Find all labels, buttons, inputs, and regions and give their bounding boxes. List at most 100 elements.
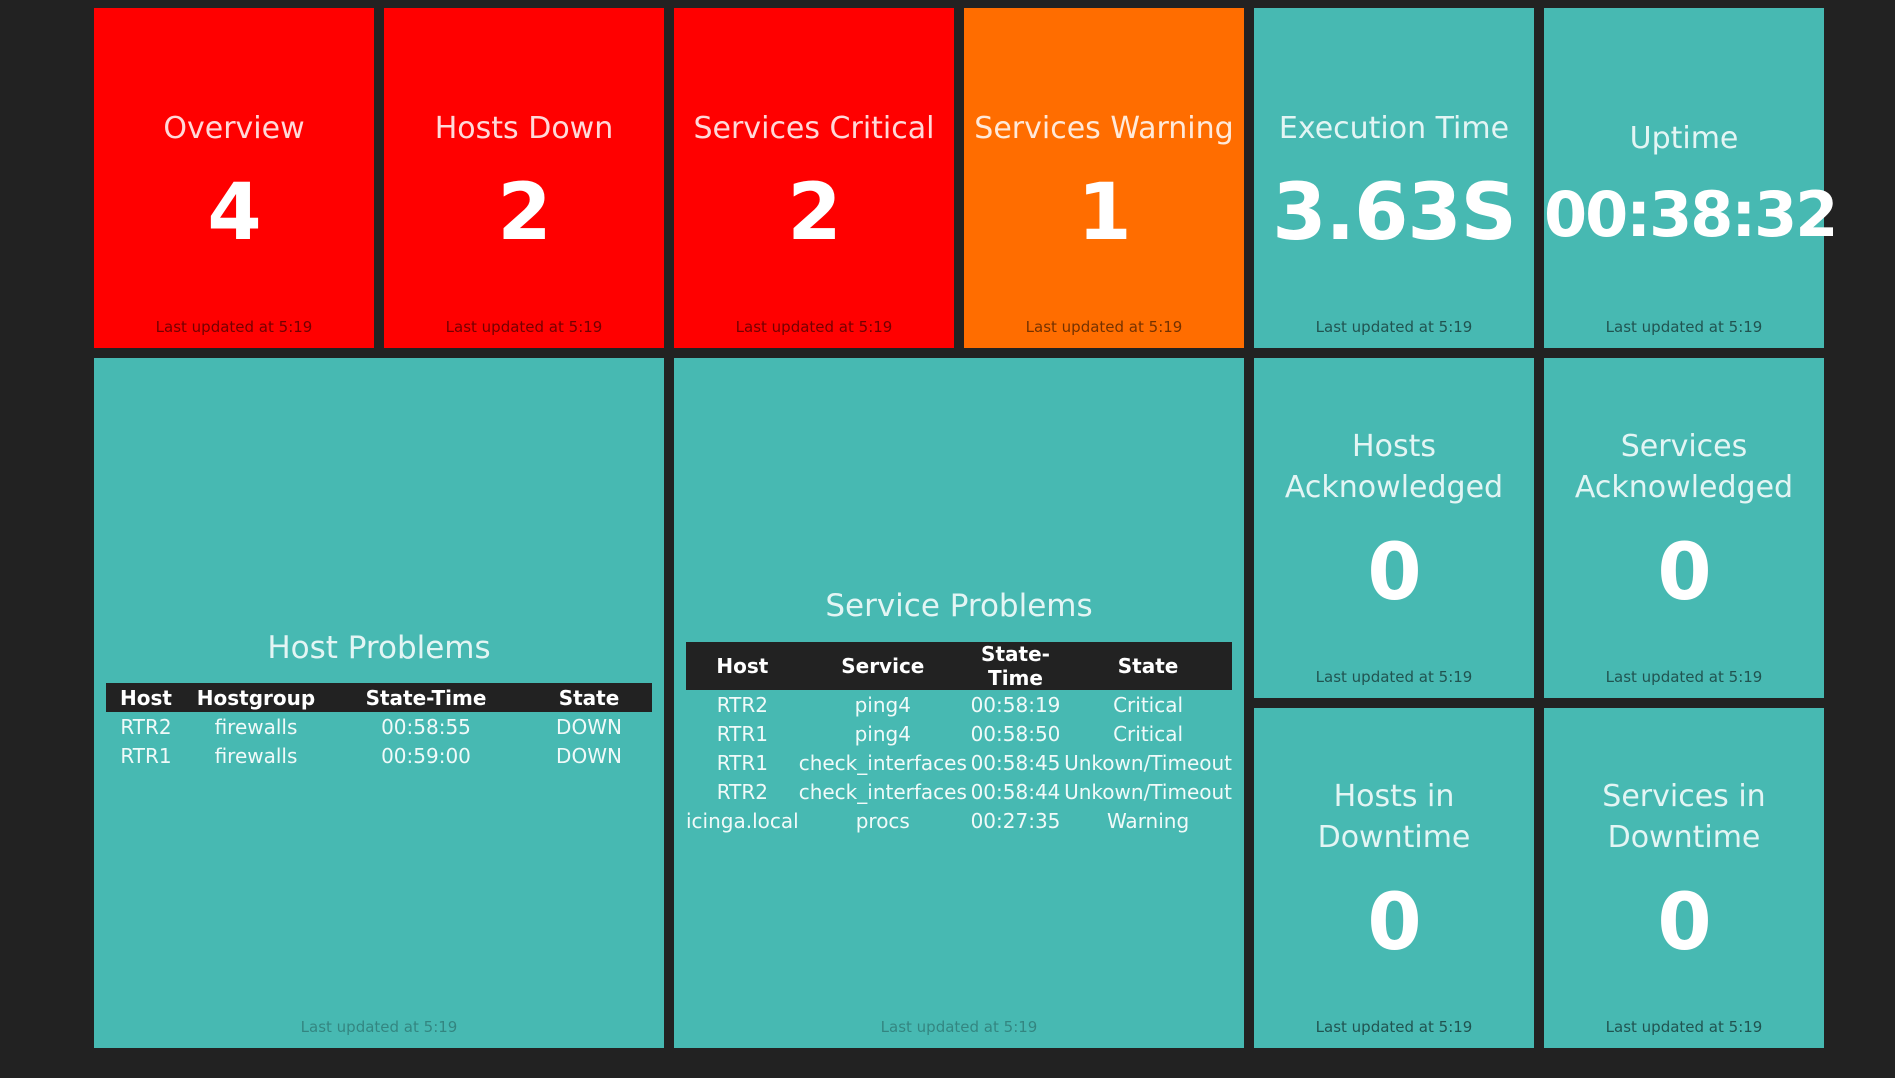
host-problems-title: Host Problems bbox=[267, 630, 491, 666]
uptime-updated: Last updated at 5:19 bbox=[1605, 318, 1763, 336]
state-time-cell: 00:59:00 bbox=[381, 743, 471, 768]
services-acknowledged-title: Services Acknowledged bbox=[1544, 426, 1824, 508]
services-warning-title: Services Warning bbox=[974, 111, 1234, 146]
services-acknowledged-updated: Last updated at 5:19 bbox=[1605, 668, 1763, 686]
state-time-cell: 00:58:44 bbox=[970, 779, 1061, 804]
services-acknowledged-title-line1: Services bbox=[1620, 429, 1748, 464]
services-downtime-title-line1: Services in bbox=[1602, 779, 1766, 814]
column-header: State-Time bbox=[365, 685, 487, 710]
table-row[interactable]: RTR1 firewalls 00:59:00 DOWN bbox=[106, 741, 652, 770]
state-cell: Critical bbox=[1113, 692, 1184, 717]
column-header: State bbox=[1117, 654, 1179, 678]
table-header-row: Host Hostgroup State-Time State bbox=[106, 683, 652, 712]
table-row[interactable]: RTR2 ping4 00:58:19 Critical bbox=[686, 690, 1232, 719]
service-cell: check_interfaces bbox=[798, 750, 967, 775]
hosts-downtime-title: Hosts in Downtime bbox=[1254, 776, 1534, 858]
column-header: State-Time bbox=[981, 642, 1050, 690]
overview-title: Overview bbox=[163, 111, 305, 146]
state-cell: Unkown/Timeout bbox=[1064, 750, 1232, 775]
host-cell: icinga.local bbox=[686, 808, 799, 833]
hosts-acknowledged-title-line1: Hosts bbox=[1352, 429, 1436, 464]
table-row[interactable]: RTR2 firewalls 00:58:55 DOWN bbox=[106, 712, 652, 741]
hosts-down-value: 2 bbox=[497, 168, 551, 258]
execution-time-tile: Execution Time 3.63S Last updated at 5:1… bbox=[1254, 8, 1534, 348]
hosts-acknowledged-tile: Hosts Acknowledged 0 Last updated at 5:1… bbox=[1254, 358, 1534, 698]
services-warning-tile: Services Warning 1 Last updated at 5:19 bbox=[964, 8, 1244, 348]
service-problems-updated: Last updated at 5:19 bbox=[880, 1018, 1038, 1036]
services-downtime-title-line2: Downtime bbox=[1607, 820, 1761, 855]
state-time-cell: 00:58:50 bbox=[970, 721, 1061, 746]
state-cell: Critical bbox=[1113, 721, 1184, 746]
hosts-down-tile: Hosts Down 2 Last updated at 5:19 bbox=[384, 8, 664, 348]
host-cell: RTR1 bbox=[716, 750, 768, 775]
hosts-down-updated: Last updated at 5:19 bbox=[445, 318, 603, 336]
services-critical-title: Services Critical bbox=[693, 111, 935, 146]
table-row[interactable]: icinga.local procs 00:27:35 Warning bbox=[686, 806, 1232, 835]
state-time-cell: 00:58:45 bbox=[970, 750, 1061, 775]
host-cell: RTR2 bbox=[716, 692, 768, 717]
services-downtime-title: Services in Downtime bbox=[1544, 776, 1824, 858]
table-row[interactable]: RTR1 check_interfaces 00:58:45 Unkown/Ti… bbox=[686, 748, 1232, 777]
state-cell: DOWN bbox=[556, 743, 622, 768]
execution-time-updated: Last updated at 5:19 bbox=[1315, 318, 1473, 336]
hosts-downtime-updated: Last updated at 5:19 bbox=[1315, 1018, 1473, 1036]
state-cell: DOWN bbox=[556, 714, 622, 739]
table-header-row: Host Service State-Time State bbox=[686, 642, 1232, 690]
services-acknowledged-tile: Services Acknowledged 0 Last updated at … bbox=[1544, 358, 1824, 698]
hosts-acknowledged-title-line2: Acknowledged bbox=[1284, 470, 1504, 505]
services-downtime-value: 0 bbox=[1657, 878, 1711, 968]
hosts-downtime-title-line2: Downtime bbox=[1317, 820, 1471, 855]
services-critical-tile: Services Critical 2 Last updated at 5:19 bbox=[674, 8, 954, 348]
services-downtime-tile: Services in Downtime 0 Last updated at 5… bbox=[1544, 708, 1824, 1048]
service-problems-panel: Service Problems Host Service State-Time… bbox=[674, 358, 1244, 1048]
overview-tile: Overview 4 Last updated at 5:19 bbox=[94, 8, 374, 348]
state-cell: Unkown/Timeout bbox=[1064, 779, 1232, 804]
column-header: Host bbox=[120, 685, 172, 710]
hosts-downtime-value: 0 bbox=[1367, 878, 1421, 968]
services-acknowledged-value: 0 bbox=[1657, 528, 1711, 618]
service-cell: ping4 bbox=[854, 692, 911, 717]
column-header: Host bbox=[716, 654, 769, 678]
service-cell: procs bbox=[855, 808, 910, 833]
execution-time-value: 3.63S bbox=[1272, 168, 1517, 258]
overview-value: 4 bbox=[207, 168, 261, 258]
uptime-tile: Uptime 00:38:32 Last updated at 5:19 bbox=[1544, 8, 1838, 348]
state-time-cell: 00:58:19 bbox=[970, 692, 1061, 717]
column-header: Hostgroup bbox=[196, 685, 316, 710]
host-cell: RTR1 bbox=[716, 721, 768, 746]
table-row[interactable]: RTR2 check_interfaces 00:58:44 Unkown/Ti… bbox=[686, 777, 1232, 806]
service-problems-table: Host Service State-Time State RTR2 ping4… bbox=[686, 642, 1232, 835]
host-cell: RTR2 bbox=[716, 779, 768, 804]
services-critical-updated: Last updated at 5:19 bbox=[735, 318, 893, 336]
overview-updated: Last updated at 5:19 bbox=[155, 318, 313, 336]
state-time-cell: 00:27:35 bbox=[970, 808, 1061, 833]
uptime-title: Uptime bbox=[1629, 121, 1739, 156]
hosts-downtime-title-line1: Hosts in bbox=[1333, 779, 1455, 814]
uptime-value: 00:38:32 bbox=[1544, 178, 1838, 251]
state-time-cell: 00:58:55 bbox=[381, 714, 471, 739]
service-cell: check_interfaces bbox=[798, 779, 967, 804]
hostgroup-cell: firewalls bbox=[214, 714, 298, 739]
execution-time-title: Execution Time bbox=[1278, 111, 1510, 146]
hosts-acknowledged-title: Hosts Acknowledged bbox=[1254, 426, 1534, 508]
host-problems-panel: Host Problems Host Hostgroup State-Time … bbox=[94, 358, 664, 1048]
hosts-acknowledged-value: 0 bbox=[1367, 528, 1421, 618]
host-cell: RTR2 bbox=[120, 714, 172, 739]
service-problems-title: Service Problems bbox=[825, 588, 1093, 624]
services-warning-value: 1 bbox=[1077, 168, 1131, 258]
state-cell: Warning bbox=[1106, 808, 1190, 833]
table-row[interactable]: RTR1 ping4 00:58:50 Critical bbox=[686, 719, 1232, 748]
service-cell: ping4 bbox=[854, 721, 911, 746]
hosts-down-title: Hosts Down bbox=[434, 111, 614, 146]
services-warning-updated: Last updated at 5:19 bbox=[1025, 318, 1183, 336]
hosts-downtime-tile: Hosts in Downtime 0 Last updated at 5:19 bbox=[1254, 708, 1534, 1048]
column-header: Service bbox=[841, 654, 925, 678]
column-header: State bbox=[558, 685, 620, 710]
services-acknowledged-title-line2: Acknowledged bbox=[1574, 470, 1794, 505]
host-problems-table: Host Hostgroup State-Time State RTR2 fir… bbox=[106, 683, 652, 770]
services-downtime-updated: Last updated at 5:19 bbox=[1605, 1018, 1763, 1036]
host-problems-updated: Last updated at 5:19 bbox=[300, 1018, 458, 1036]
host-cell: RTR1 bbox=[120, 743, 172, 768]
services-critical-value: 2 bbox=[787, 168, 841, 258]
hosts-acknowledged-updated: Last updated at 5:19 bbox=[1315, 668, 1473, 686]
